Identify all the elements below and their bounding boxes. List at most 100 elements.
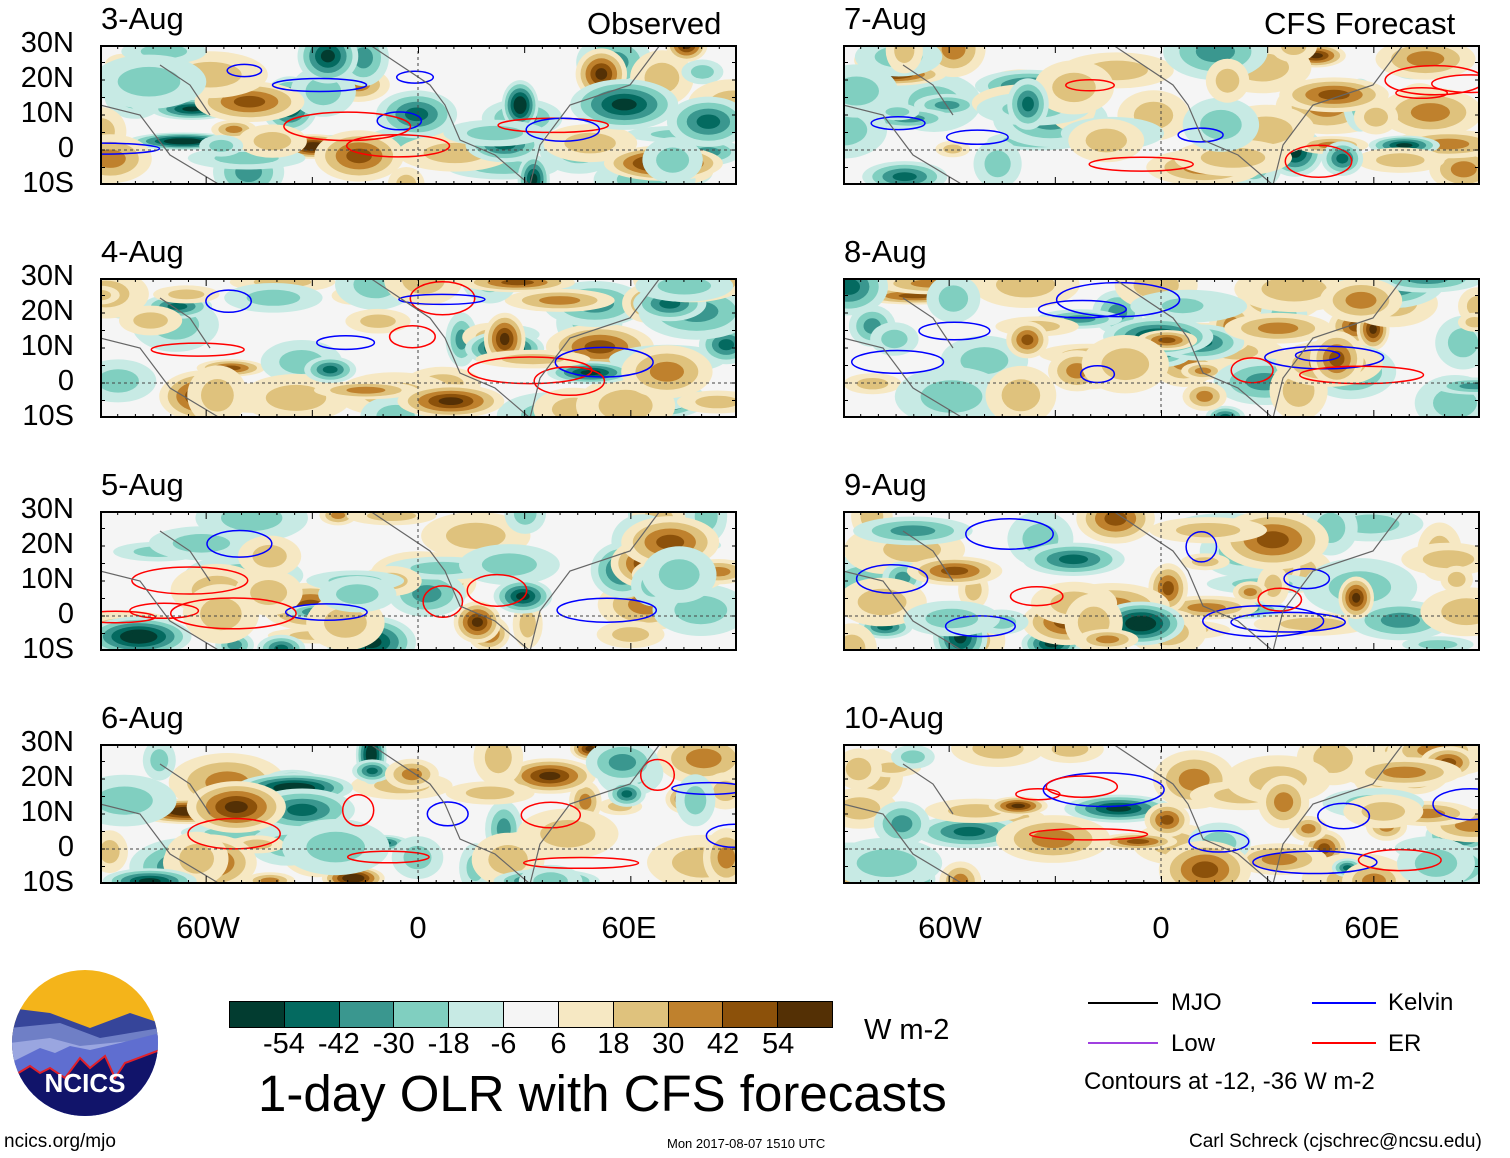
olr-anomaly xyxy=(657,278,711,295)
olr-anomaly xyxy=(1085,128,1127,153)
olr-anomaly xyxy=(367,511,416,521)
olr-anomaly xyxy=(984,150,1011,178)
colorbar-swatch xyxy=(558,1002,614,1027)
lat-tick: 30N xyxy=(20,27,74,59)
wave-contour xyxy=(533,366,606,397)
olr-anomaly xyxy=(690,65,714,79)
olr-anomaly xyxy=(100,840,120,864)
wave-contour xyxy=(1252,850,1378,875)
colorbar-label: 6 xyxy=(550,1028,567,1060)
olr-anomaly xyxy=(516,100,524,110)
wave-contour xyxy=(522,856,640,870)
olr-anomaly xyxy=(891,815,913,833)
lat-tick: 30N xyxy=(20,260,74,292)
colorbar-swatch xyxy=(613,1002,669,1027)
wave-contour xyxy=(1384,64,1480,96)
panel-date: 4-Aug xyxy=(101,234,184,269)
olr-anomaly xyxy=(1336,153,1349,164)
olr-anomaly xyxy=(713,780,737,801)
olr-anomaly xyxy=(1313,744,1353,773)
olr-anomaly xyxy=(1058,554,1089,565)
olr-anomaly xyxy=(246,289,301,306)
olr-anomaly xyxy=(595,68,608,80)
olr-anomaly xyxy=(656,534,685,550)
colorbar-label: 42 xyxy=(707,1028,740,1060)
olr-anomaly xyxy=(900,750,925,764)
olr-anomaly xyxy=(890,525,936,537)
colorbar-swatch xyxy=(339,1002,395,1027)
olr-anomaly xyxy=(484,744,512,774)
panel-date: 7-Aug xyxy=(844,1,927,36)
panel-frame xyxy=(100,45,737,185)
olr-anomaly xyxy=(405,107,429,122)
olr-anomaly xyxy=(438,397,464,405)
wave-contour xyxy=(671,781,737,796)
wave-contour xyxy=(206,529,273,558)
lon-tick-0: 0 xyxy=(1152,910,1170,945)
colorbar-label: -42 xyxy=(317,1028,360,1060)
olr-anomaly xyxy=(1261,278,1327,302)
olr-anomaly xyxy=(539,296,581,305)
wave-contour xyxy=(271,77,368,93)
wave-contour xyxy=(1284,144,1353,178)
olr-anomaly xyxy=(172,139,194,143)
colorbar-label: -18 xyxy=(427,1028,470,1060)
olr-anomaly xyxy=(201,379,234,412)
wave-contour xyxy=(525,117,601,142)
wave-contour xyxy=(705,823,737,849)
olr-anomaly xyxy=(960,347,1009,375)
panel-frame xyxy=(100,744,737,884)
wave-contour xyxy=(1283,568,1331,590)
olr-anomaly xyxy=(1191,861,1219,878)
coastline xyxy=(100,744,661,884)
wave-contour xyxy=(1177,127,1224,143)
olr-anomaly xyxy=(621,790,633,798)
footer-url[interactable]: ncics.org/mjo xyxy=(4,1131,116,1152)
wave-contour xyxy=(226,63,263,78)
olr-anomaly xyxy=(1281,45,1307,55)
olr-anomaly xyxy=(696,114,721,129)
wave-contour xyxy=(1395,86,1449,100)
olr-anomaly xyxy=(925,608,979,629)
olr-anomaly xyxy=(1441,598,1480,626)
olr-anomaly xyxy=(242,839,272,850)
olr-map-panel xyxy=(843,511,1480,651)
lat-tick: 10S xyxy=(22,866,74,898)
olr-anomaly xyxy=(346,148,372,164)
olr-anomaly xyxy=(209,139,234,152)
olr-anomaly xyxy=(1194,367,1212,375)
olr-anomaly xyxy=(658,559,700,590)
olr-anomaly xyxy=(1410,103,1450,122)
legend-er: ER xyxy=(1388,1030,1422,1057)
wave-contour xyxy=(1257,587,1303,612)
wave-contour xyxy=(944,615,1016,638)
panel-frame xyxy=(843,744,1480,884)
wave-contour xyxy=(850,349,945,375)
lat-tick: 20N xyxy=(20,528,74,560)
panel-date: 10-Aug xyxy=(844,700,944,735)
wave-contour xyxy=(426,801,469,827)
lat-tick: 0 xyxy=(57,831,74,863)
olr-anomaly xyxy=(972,744,1024,759)
wave-contour xyxy=(283,111,412,142)
olr-anomaly xyxy=(996,278,1055,298)
olr-anomaly xyxy=(233,95,266,108)
wave-contour xyxy=(1088,156,1194,172)
olr-anomaly xyxy=(1280,617,1345,631)
wave-contour xyxy=(1185,530,1218,563)
olr-anomaly xyxy=(1264,574,1282,597)
olr-anomaly xyxy=(252,544,287,568)
credit: Carl Schreck (cjschrec@ncsu.edu) xyxy=(1189,1131,1482,1152)
olr-anomaly xyxy=(1021,334,1034,346)
olr-anomaly xyxy=(1158,337,1176,344)
olr-anomaly xyxy=(336,584,379,605)
lat-tick: 10N xyxy=(20,97,74,129)
olr-anomaly xyxy=(843,114,868,146)
olr-anomaly xyxy=(1466,295,1480,317)
olr-anomaly xyxy=(1215,68,1240,93)
olr-anomaly xyxy=(287,803,318,816)
lat-tick: 0 xyxy=(57,132,74,164)
olr-anomaly xyxy=(938,285,969,312)
logo-text: NCICS xyxy=(45,1068,126,1098)
olr-anomaly xyxy=(579,793,592,810)
